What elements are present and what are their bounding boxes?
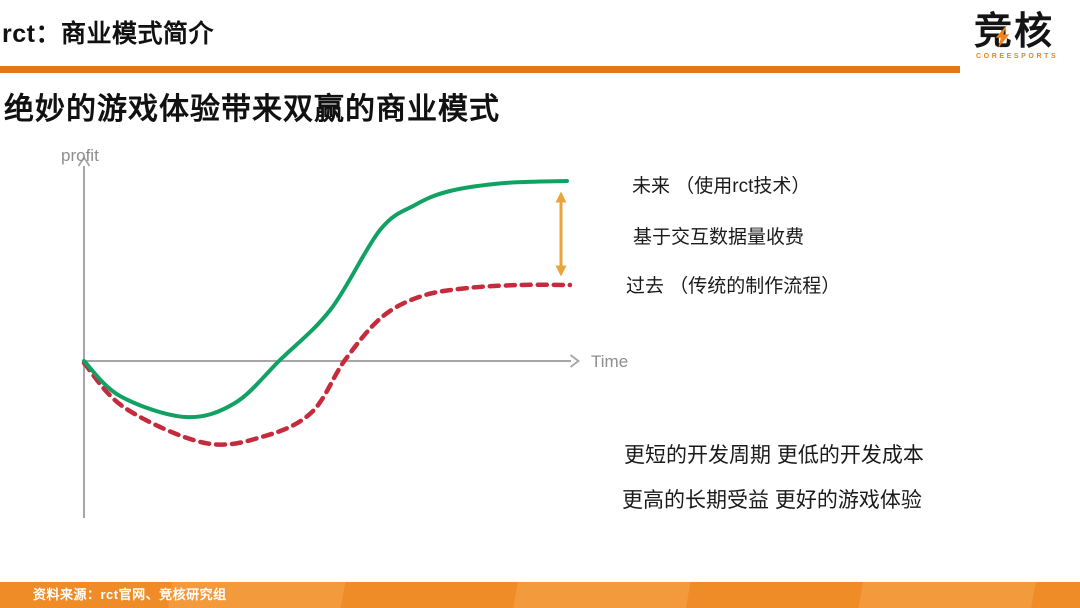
gap-arrow-up-icon — [555, 191, 567, 203]
slide-title: 绝妙的游戏体验带来双赢的商业模式 — [4, 93, 500, 126]
x-axis-arrow-icon — [569, 354, 580, 368]
logo-wordmark: 竞核 — [974, 11, 1055, 53]
brand-logo: 竞核 COREESPORTS — [958, 12, 1074, 60]
profit-time-chart: profit Time — [61, 146, 628, 518]
future-curve-label: 未来 （使用rct技术） — [632, 176, 811, 197]
gap-arrow-down-icon — [555, 265, 567, 277]
benefit-line-1: 更短的开发周期 更低的开发成本 — [624, 444, 924, 467]
logo-subtitle: COREESPORTS — [976, 53, 1059, 60]
past-curve — [81, 282, 573, 447]
divider-bar — [0, 66, 960, 73]
past-curve-label: 过去 （传统的制作流程） — [626, 276, 841, 297]
axes — [77, 155, 580, 518]
y-axis-label: profit — [61, 146, 99, 165]
source-note: 资料来源：rct官网、竞核研究组 — [33, 587, 227, 602]
lightning-bolt-icon — [995, 25, 1010, 48]
page-title: rct：商业模式简介 — [2, 20, 214, 48]
pricing-label: 基于交互数据量收费 — [633, 227, 805, 248]
gap-arrow — [555, 191, 567, 277]
benefit-line-2: 更高的长期受益 更好的游戏体验 — [622, 489, 922, 512]
future-curve — [82, 179, 569, 420]
y-axis-arrow-icon — [77, 155, 91, 167]
x-axis-label: Time — [591, 352, 628, 371]
footer-bar: 资料来源：rct官网、竞核研究组 — [0, 582, 1080, 608]
